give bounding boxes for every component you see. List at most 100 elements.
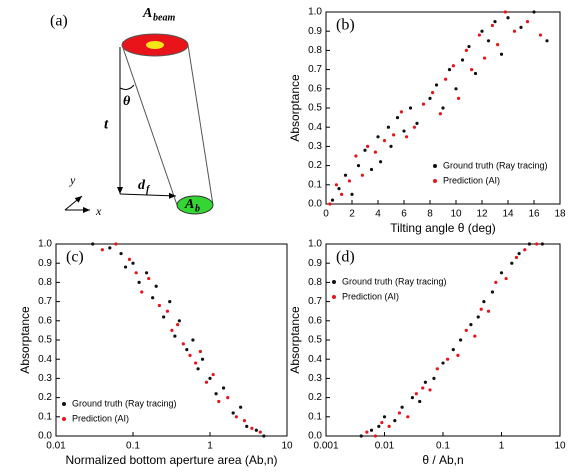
axis-y-label: y [69, 173, 76, 187]
scatter-point [144, 271, 149, 275]
scatter-point [410, 396, 415, 400]
scatter-point [162, 315, 166, 319]
x-tick-label: 2 [349, 209, 355, 220]
scatter-point [173, 334, 177, 338]
x-tick-label: 10 [554, 441, 566, 452]
scatter-point [354, 154, 358, 158]
offset-label-sub: f [146, 184, 151, 195]
scatter-point [392, 133, 396, 137]
scatter-point [369, 167, 374, 172]
scatter-point [214, 392, 218, 396]
y-tick-label: 0.5 [308, 103, 322, 114]
y-tick-label: 0.3 [38, 373, 52, 384]
scatter-point [408, 106, 413, 110]
x-tick-label: 16 [528, 209, 540, 220]
scatter-point [356, 164, 361, 168]
scatter-point [451, 64, 455, 68]
y-tick-label: 1.0 [38, 239, 52, 250]
y-tick-label: 0.4 [38, 354, 52, 365]
legend-label: Ground truth (Ray tracing) [342, 276, 447, 286]
scatter-point [350, 192, 354, 196]
panel-label: (b) [336, 17, 355, 34]
scatter-point [421, 386, 425, 390]
scatter-point [397, 411, 402, 415]
scatter-point [464, 48, 468, 53]
scatter-point [400, 405, 404, 409]
y-tick-label: 0.0 [308, 431, 322, 442]
y-tick-label: 0.9 [38, 258, 52, 269]
scatter-point [100, 248, 104, 252]
scatter-point [147, 276, 151, 281]
scatter-point [477, 33, 481, 37]
scatter-point [393, 419, 397, 423]
offset-label: d [138, 178, 146, 193]
scatter-point [519, 25, 523, 29]
scatter-point [177, 319, 181, 323]
x-tick-label: 0 [323, 209, 329, 220]
legend-label: Ground truth (Ray tracing) [443, 160, 548, 170]
y-tick-label: 0.1 [308, 179, 322, 190]
diagram: (a) A beam θ t d f A b y x [50, 6, 214, 218]
y-tick-label: 0.5 [308, 335, 322, 346]
x-tick-label: 0.01 [375, 441, 395, 452]
scatter-point [432, 376, 436, 380]
legend-marker [433, 164, 437, 168]
scatter-point [328, 202, 332, 206]
scatter-point [151, 296, 155, 300]
y-axis-label: Absorptance [18, 306, 32, 374]
scatter-point [447, 68, 452, 72]
scatter-point [438, 112, 442, 116]
y-tick-label: 0.1 [308, 411, 322, 422]
x-tick-label: 0.001 [313, 441, 338, 452]
plot-frame [325, 243, 561, 437]
scatter-point [412, 125, 416, 129]
legend-marker [62, 402, 66, 406]
angle-label: θ [123, 94, 131, 109]
scatter-point [423, 380, 427, 384]
legend-label: Prediction (AI) [72, 413, 129, 423]
y-tick-label: 0.3 [308, 373, 322, 384]
scatter-point [387, 424, 391, 428]
scatter-point [377, 424, 381, 428]
scatter-point [414, 392, 418, 396]
scatter-point [431, 91, 435, 95]
x-axis-label: Normalized bottom aperture area (Ab,n) [65, 453, 277, 467]
scatter-point [395, 116, 400, 120]
scatter-point [494, 280, 498, 284]
scatter-point [262, 434, 266, 438]
scatter-point [140, 290, 144, 294]
scatter-point [211, 372, 215, 377]
legend-label: Prediction (AI) [342, 291, 399, 301]
y-axis-label: Absorptance [288, 74, 302, 142]
scatter-point [217, 399, 221, 404]
y-axis-arrow [64, 195, 83, 211]
x-tick-label: 0.1 [126, 441, 140, 452]
scatter-point [499, 52, 504, 56]
scatter-point [119, 252, 123, 256]
scatter-point [490, 290, 495, 294]
x-axis-label: θ / Ab,n [422, 453, 463, 467]
scatter-point [91, 242, 95, 246]
scatter-point [334, 183, 338, 187]
scatter-point [191, 338, 195, 342]
scatter-point [369, 428, 374, 432]
scatter-point [428, 388, 432, 392]
scatter-point [363, 148, 367, 152]
scatter-point [239, 405, 243, 409]
scatter-point [376, 135, 380, 139]
y-tick-label: 0.7 [308, 64, 322, 75]
scatter-point [196, 367, 200, 371]
scatter-point [415, 121, 419, 125]
panel-label: (d) [336, 249, 355, 266]
beam-spot [146, 41, 164, 49]
scatter-point [496, 43, 500, 47]
bottom-label: A [184, 197, 194, 212]
bottom-aperture [176, 195, 214, 215]
scatter-point [234, 415, 238, 419]
scatter-point [540, 242, 544, 246]
y-tick-label: 0.6 [308, 315, 322, 326]
scatter-point [486, 39, 491, 43]
scatter-point [359, 434, 363, 438]
scatter-point [451, 348, 455, 352]
